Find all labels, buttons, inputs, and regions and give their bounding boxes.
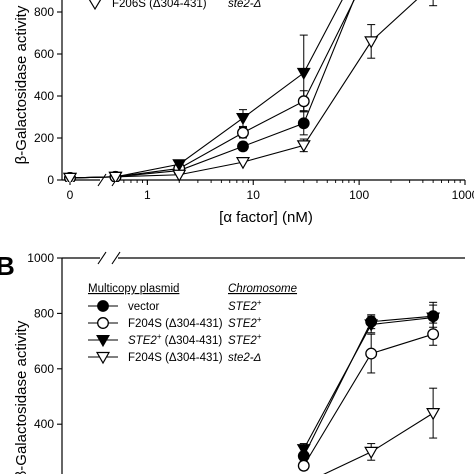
panel-a-ytick-label: 0 — [47, 173, 54, 187]
panel-a-point-vector — [297, 117, 310, 130]
panel-a-point-f204s — [297, 95, 310, 108]
panel-b-point-ste2plus — [426, 312, 441, 325]
legend-header-plasmid: Multicopy plasmid — [88, 283, 179, 295]
panel-a-ytick-label: 800 — [34, 5, 54, 19]
legend-label-ste2plus: STE2+ (Δ304-431) — [128, 332, 222, 347]
legend-chromosome-sup: + — [257, 315, 262, 324]
panel-b-series-line-vector — [303, 315, 434, 457]
panel-a-series-line-ste2plus — [69, 0, 343, 179]
panel-a-xtick-label: 1000 — [452, 188, 474, 202]
panel-b: B β-Galactosidase activity 400 600 800 1000… — [0, 251, 465, 474]
panel-b-ylabel: β-Galactosidase activity — [13, 320, 30, 474]
panel-a-ytick-label: 600 — [34, 47, 54, 61]
panel-b-point-ste2plus — [296, 444, 311, 457]
panel-a-legend-fragment-chromosome: ste2-Δ — [228, 0, 261, 10]
legend-header-chromosome: Chromosome — [228, 283, 297, 295]
panel-b-axes: 400 600 800 1000 — [27, 251, 465, 474]
panel-a-ytick-label: 200 — [34, 131, 54, 145]
panel-a-xtick-label: 10 — [247, 188, 261, 202]
legend-label-f204s_ste2del: F204S (Δ304-431) — [128, 352, 223, 364]
panel-a-point-f204s_ste2del — [296, 140, 311, 153]
panel-b-point-ste2plus — [364, 319, 379, 332]
legend-label-f204s: F204S (Δ304-431) — [128, 318, 223, 330]
legend-marker-ste2plus — [96, 334, 110, 348]
legend-chromosome-f204s_ste2del: ste2-Δ — [228, 352, 261, 364]
panel-a-point-ste2plus — [172, 159, 187, 172]
panel-a-xtick-label: 100 — [349, 188, 369, 202]
legend-marker-f204s — [97, 317, 109, 329]
panel-b-point-f204s_ste2del — [426, 408, 441, 421]
panel-b-axis-break-right — [111, 251, 121, 265]
panel-b-ytick-label: 800 — [34, 306, 54, 320]
panel-a-ytick-label: 400 — [34, 89, 54, 103]
panel-a-xtick-label: 0 — [67, 188, 74, 202]
panel-b-label: B — [0, 251, 15, 281]
panel-a-point-ste2plus — [296, 67, 311, 81]
panel-a-point-ste2plus — [236, 113, 250, 126]
panel-b-ytick-label: 600 — [34, 362, 54, 376]
panel-b-point-f204s_ste2del — [364, 446, 379, 460]
panel-a: β-Galactosidase activity F206S (Δ304-431… — [13, 0, 474, 226]
panel-b-point-f204s — [365, 347, 378, 360]
panel-a-series-line-vector — [69, 0, 355, 179]
panel-a-point-f204s_ste2del — [62, 172, 78, 182]
legend-chromosome-ste2plus: STE2+ — [228, 332, 262, 347]
panel-a-legend-fragment-marker — [88, 0, 102, 11]
panel-a-point-f204s_ste2del — [108, 171, 123, 182]
legend-marker-f204s_ste2del — [95, 351, 111, 365]
panel-a-xtick-label: 1 — [144, 188, 151, 202]
legend-label-extra: (Δ304-431) — [161, 335, 222, 347]
panel-a-axes: 0 200 400 600 800 0 1 10 100 1000 — [34, 0, 474, 202]
panel-b-series-line-ste2plus — [303, 317, 434, 450]
legend-chromosome-vector: STE2+ — [228, 298, 262, 313]
legend-chromosome-f204s: STE2+ — [228, 315, 262, 330]
panel-b-axis-break-left — [97, 251, 107, 265]
panel-a-point-f204s_ste2del — [235, 157, 251, 170]
panel-a-point-vector — [237, 140, 249, 153]
panel-a-point-f204s_ste2del — [364, 36, 379, 49]
panel-a-xlabel: [α factor] (nM) — [219, 209, 313, 226]
panel-b-ytick-label: 1000 — [27, 251, 54, 265]
panel-a-point-f204s — [237, 126, 249, 139]
legend-chromosome-sup: + — [257, 298, 262, 307]
panel-b-point-f204s — [297, 459, 310, 472]
panel-a-series-line-f204s_ste2del — [69, 0, 418, 179]
panel-b-point-f204s — [427, 328, 440, 341]
panel-a-axis-break-left — [97, 173, 107, 187]
panel-a-point-f204s_ste2del — [172, 169, 187, 182]
legend-label-vector: vector — [128, 301, 159, 313]
panel-a-series-line-f204s — [69, 0, 355, 179]
panel-b-legend: Multicopy plasmid Chromosome vector STE2+ F2… — [88, 283, 297, 365]
legend-chromosome-sup: + — [257, 332, 262, 341]
panel-a-legend-fragment-label: F206S (Δ304-431) — [112, 0, 207, 10]
legend-marker-vector — [97, 300, 109, 312]
panel-a-ylabel: β-Galactosidase activity — [13, 5, 30, 164]
panel-b-ytick-label: 400 — [34, 417, 54, 431]
legend-label-sup: + — [157, 332, 162, 341]
